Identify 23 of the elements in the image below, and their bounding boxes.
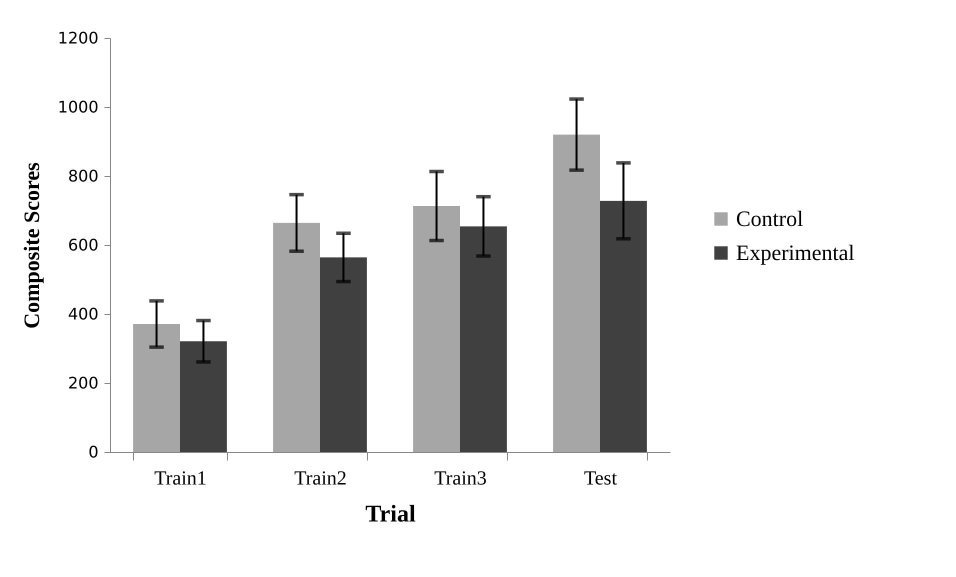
- legend-label: Control: [736, 206, 804, 231]
- y-axis-title: Composite Scores: [18, 162, 44, 329]
- x-tick-label: Train3: [434, 468, 487, 490]
- y-tick-label: 800: [68, 166, 98, 186]
- x-axis-title: Trial: [365, 502, 416, 528]
- legend-label: Experimental: [736, 240, 855, 265]
- bar: [273, 222, 320, 452]
- y-tick-label: 400: [68, 304, 98, 324]
- y-tick-label: 600: [68, 236, 98, 254]
- bar: [413, 206, 460, 452]
- y-tick-label: 200: [68, 374, 98, 392]
- y-tick-label: 0: [88, 442, 98, 462]
- bar: [133, 324, 180, 452]
- x-tick-label: Test: [584, 468, 618, 490]
- y-tick-label: 1200: [58, 28, 98, 48]
- bar: [180, 341, 227, 452]
- x-tick-label: Train1: [154, 468, 207, 490]
- bar: [553, 134, 600, 452]
- bar: [320, 257, 367, 452]
- x-tick-label: Train2: [294, 468, 347, 490]
- y-tick-label: 1000: [58, 98, 98, 116]
- bar: [600, 200, 647, 452]
- bar: [460, 226, 507, 452]
